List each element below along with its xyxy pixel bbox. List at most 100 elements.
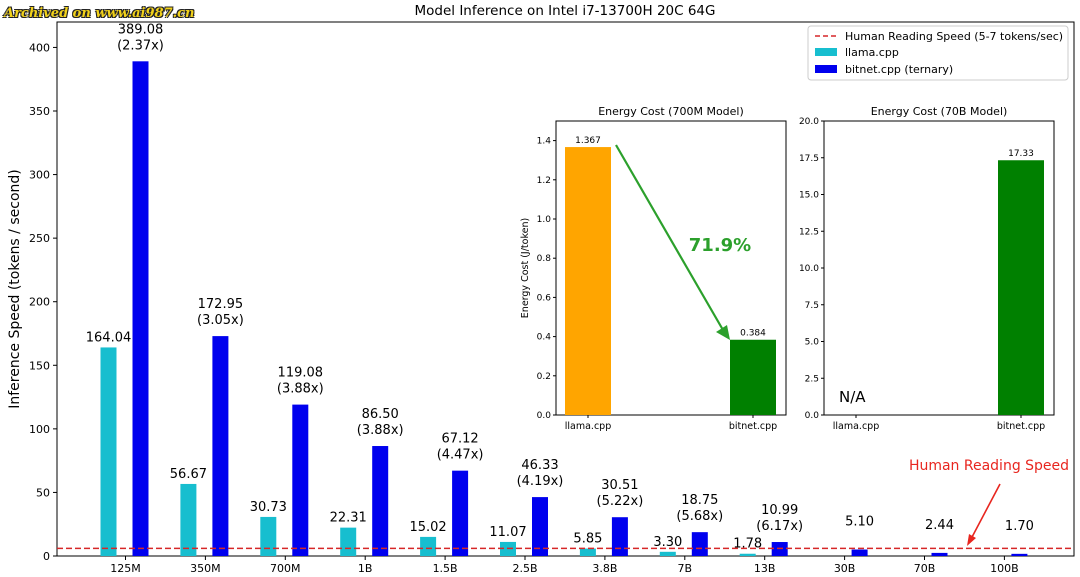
bitnet-speedup-label: (5.22x) bbox=[597, 494, 644, 509]
bitnet-bar-value-label: 1.70 bbox=[1005, 519, 1034, 534]
legend-llama-label: llama.cpp bbox=[845, 46, 899, 59]
bitnet-bar-value-label: 2.44 bbox=[925, 518, 954, 533]
bitnet-speedup-label: (4.19x) bbox=[517, 474, 564, 489]
bitnet-bar bbox=[212, 336, 229, 556]
inset-700m-y-tick-label: 0.6 bbox=[537, 293, 552, 303]
main-y-tick-label: 50 bbox=[36, 486, 50, 499]
main-x-tick-label: 1.5B bbox=[433, 562, 458, 575]
inset-700m-y-tick-label: 0.0 bbox=[537, 411, 552, 421]
llama-bar bbox=[260, 516, 277, 556]
llama-bar-value-label: 56.67 bbox=[170, 467, 207, 482]
bitnet-bar-value-label: 172.95 bbox=[198, 297, 244, 312]
llama-bar bbox=[100, 347, 117, 556]
main-y-tick-label: 250 bbox=[29, 232, 50, 245]
bitnet-bar bbox=[691, 532, 708, 556]
llama-bar-value-label: 22.31 bbox=[330, 511, 367, 526]
inset-70b-y-tick-label: 17.5 bbox=[799, 154, 819, 164]
inset-700m-bar bbox=[730, 339, 776, 415]
inset-70b-y-tick-label: 0.0 bbox=[805, 411, 820, 421]
main-legend: Human Reading Speed (5-7 tokens/sec) lla… bbox=[807, 25, 1069, 81]
legend-bitnet-swatch bbox=[815, 65, 837, 73]
inset-70b-x-tick-label: bitnet.cpp bbox=[997, 421, 1045, 432]
inset-700m-frame bbox=[555, 120, 787, 416]
main-x-tick-label: 3.8B bbox=[592, 562, 617, 575]
bitnet-bar bbox=[292, 404, 309, 556]
bitnet-bar bbox=[611, 517, 628, 556]
inset-700m-y-tick-label: 1.2 bbox=[537, 176, 551, 186]
inset-700m-x-tick-label: bitnet.cpp bbox=[729, 421, 777, 432]
bitnet-bar bbox=[1011, 553, 1028, 556]
main-chart-title: Model Inference on Intel i7-13700H 20C 6… bbox=[415, 3, 716, 19]
bitnet-bar bbox=[372, 446, 389, 556]
energy-reduction-label: 71.9% bbox=[689, 235, 751, 256]
main-bars bbox=[100, 61, 1028, 557]
watermark-text: Archived on www.ai987.cn bbox=[4, 6, 195, 21]
bitnet-bar bbox=[132, 61, 149, 557]
reduction-arrow-icon bbox=[615, 144, 724, 331]
llama-bar-value-label: 3.30 bbox=[653, 535, 682, 550]
bitnet-speedup-label: (5.68x) bbox=[676, 509, 723, 524]
llama-bar-value-label: 11.07 bbox=[489, 525, 526, 540]
energy-700m-inset: Energy Cost (700M Model) Energy Cost (J/… bbox=[498, 100, 788, 440]
main-plot-frame bbox=[56, 21, 1075, 557]
na-label: N/A bbox=[839, 388, 866, 406]
llama-bar-value-label: 30.73 bbox=[250, 500, 287, 515]
bitnet-speedup-label: (3.88x) bbox=[277, 382, 324, 397]
bitnet-bar-value-label: 86.50 bbox=[362, 407, 399, 422]
inset-70b-title: Energy Cost (70B Model) bbox=[871, 105, 1008, 118]
annotation-arrow-icon bbox=[970, 483, 1001, 540]
llama-bar bbox=[659, 551, 676, 556]
llama-bar-value-label: 15.02 bbox=[409, 520, 446, 535]
bitnet-bar-value-label: 46.33 bbox=[521, 458, 558, 473]
main-x-tick-label: 13B bbox=[754, 562, 776, 575]
main-x-tick-label: 30B bbox=[834, 562, 856, 575]
inset-700m-bar-value-label: 0.384 bbox=[740, 329, 766, 339]
main-x-tick-label: 2.5B bbox=[512, 562, 537, 575]
energy-70b-inset: Energy Cost (70B Model) 0.0 2.5 5.0 7.5 10.0… bbox=[792, 100, 1062, 440]
main-x-tick-label: 70B bbox=[914, 562, 936, 575]
llama-bar-value-label: 164.04 bbox=[86, 330, 132, 345]
bitnet-bar-value-label: 18.75 bbox=[681, 493, 718, 508]
bitnet-bar-value-label: 67.12 bbox=[441, 432, 478, 447]
inset-700m-y-ticks: 0.0 0.2 0.4 0.6 0.8 1.0 1.2 1.4 llama.cpp bitnet.… bbox=[537, 137, 777, 432]
main-y-tick-label: 400 bbox=[29, 41, 50, 54]
bitnet-bar-value-label: 389.08 bbox=[118, 22, 164, 37]
bitnet-speedup-label: (3.88x) bbox=[357, 423, 404, 438]
inset-700m-y-tick-label: 1.0 bbox=[537, 215, 552, 225]
main-x-tick-label: 7B bbox=[678, 562, 693, 575]
legend-ref-line-label: Human Reading Speed (5-7 tokens/sec) bbox=[845, 30, 1063, 43]
llama-bar bbox=[340, 527, 357, 556]
main-bar-labels: 164.04 389.08(2.37x) 56.67 172.95(3.05x) 30.… bbox=[86, 22, 1034, 551]
inset-700m-title: Energy Cost (700M Model) bbox=[598, 105, 744, 118]
inset-700m-y-axis-label: Energy Cost (J/token) bbox=[520, 218, 531, 318]
legend-bitnet-label: bitnet.cpp (ternary) bbox=[845, 63, 953, 76]
inset-70b-bar-value-label: 17.33 bbox=[1008, 149, 1034, 159]
llama-bar bbox=[420, 536, 437, 556]
bitnet-speedup-label: (3.05x) bbox=[197, 313, 244, 328]
main-y-tick-label: 300 bbox=[29, 169, 50, 182]
bitnet-bar-value-label: 30.51 bbox=[601, 478, 638, 493]
inset-70b-y-tick-label: 12.5 bbox=[799, 227, 819, 237]
inset-700m-bars: 1.367 0.384 bbox=[565, 136, 776, 415]
bitnet-bar bbox=[931, 552, 948, 556]
main-x-tick-label: 700M bbox=[270, 562, 301, 575]
inset-70b-y-tick-label: 5.0 bbox=[805, 338, 820, 348]
bitnet-bar-value-label: 10.99 bbox=[761, 503, 798, 518]
inset-70b-y-tick-label: 10.0 bbox=[799, 264, 819, 274]
bitnet-bar bbox=[851, 549, 868, 556]
legend-llama-swatch bbox=[815, 48, 837, 56]
main-x-tick-label: 125M bbox=[110, 562, 141, 575]
legend-box bbox=[807, 25, 1069, 81]
bitnet-bar-value-label: 5.10 bbox=[845, 515, 874, 530]
main-y-tick-label: 200 bbox=[29, 296, 50, 309]
inset-70b-x-tick-label: llama.cpp bbox=[833, 421, 879, 432]
inset-700m-bar-value-label: 1.367 bbox=[575, 136, 601, 146]
annotation-arrow-head-icon bbox=[967, 534, 976, 546]
reduction-arrow-head-icon bbox=[716, 325, 730, 340]
llama-bar bbox=[180, 483, 197, 556]
bitnet-speedup-label: (4.47x) bbox=[437, 448, 484, 463]
main-y-axis-label: Inference Speed (tokens / second) bbox=[7, 169, 23, 409]
bitnet-speedup-label: (2.37x) bbox=[117, 38, 164, 53]
bitnet-bar-value-label: 119.08 bbox=[278, 366, 324, 381]
